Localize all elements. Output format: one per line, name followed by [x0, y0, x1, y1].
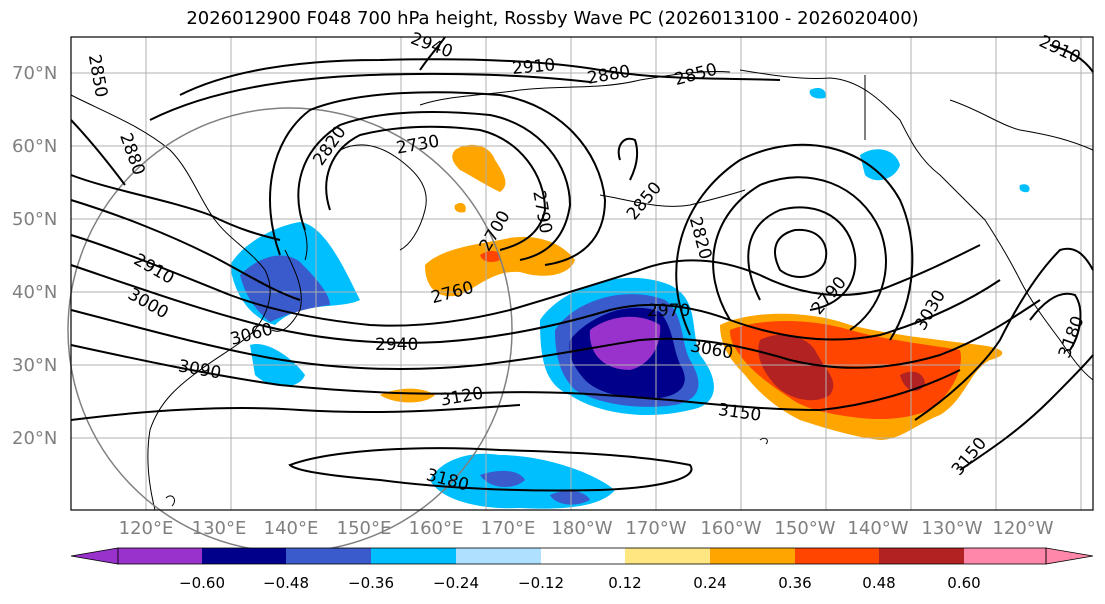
- lon-label: 170°E: [481, 518, 536, 539]
- colorbar-segment: [625, 548, 710, 564]
- lon-label: 150°E: [337, 518, 392, 539]
- colorbar-segment: [202, 548, 286, 564]
- map-border: [70, 36, 1094, 511]
- lon-label: 120°E: [119, 518, 174, 539]
- lon-label: 160°E: [409, 518, 464, 539]
- graticule: [71, 37, 1093, 510]
- lat-label: 40°N: [12, 282, 57, 303]
- lon-label: 170°W: [625, 518, 686, 539]
- colorbar-segment: [964, 548, 1046, 564]
- colorbar-segment: [879, 548, 964, 564]
- map-panel: 2940 2910 2880 2850 2850 2820 2730 2700 …: [67, 29, 1094, 553]
- colorbar-tick-label: −0.36: [348, 574, 394, 592]
- coastlines: [70, 69, 1094, 511]
- colorbar-tick-label: −0.12: [518, 574, 564, 592]
- contour-label: 2970: [647, 301, 690, 321]
- colorbar-segment: [541, 548, 625, 564]
- colorbar-tick-label: 0.48: [862, 574, 895, 592]
- map-title: 2026012900 F048 700 hPa height, Rossby W…: [186, 8, 919, 29]
- lon-label: 120°W: [992, 518, 1053, 539]
- colorbar-extend-low: [70, 547, 119, 565]
- lon-label: 140°W: [847, 518, 908, 539]
- contour-label: 2940: [375, 335, 418, 355]
- lat-label: 60°N: [12, 136, 57, 157]
- height-contours: [70, 36, 1094, 492]
- colorbar-extend-high: [1045, 547, 1094, 565]
- lon-label: 140°E: [264, 518, 319, 539]
- colorbar-segment: [795, 548, 879, 564]
- colorbar-segment: [710, 548, 795, 564]
- longitude-axis: 120°E 130°E 140°E 150°E 160°E 170°E 180°…: [119, 518, 1054, 539]
- latitude-axis: 70°N 60°N 50°N 40°N 30°N 20°N: [12, 63, 57, 449]
- lon-label: 130°W: [921, 518, 982, 539]
- colorbar-tick-label: −0.48: [263, 574, 309, 592]
- lat-label: 70°N: [12, 63, 57, 84]
- lon-label: 150°W: [774, 518, 835, 539]
- colorbar-segment: [456, 548, 541, 564]
- lon-label: 130°E: [192, 518, 247, 539]
- colorbar-segment: [286, 548, 371, 564]
- colorbar-segment: [118, 548, 202, 564]
- colorbar-tick-label: 0.60: [947, 574, 980, 592]
- colorbar-tick-label: 0.24: [693, 574, 726, 592]
- colorbar-tick-label: −0.60: [179, 574, 225, 592]
- colorbar-tick-label: −0.24: [433, 574, 479, 592]
- lat-label: 30°N: [12, 355, 57, 376]
- colorbar: −0.60 −0.48 −0.36 −0.24 −0.12 0.12 0.24 …: [70, 547, 1094, 592]
- contour-label: 2910: [511, 55, 556, 79]
- lat-label: 20°N: [12, 428, 57, 449]
- lon-label: 180°W: [551, 518, 612, 539]
- colorbar-segment: [371, 548, 456, 564]
- lat-label: 50°N: [12, 209, 57, 230]
- colorbar-tick-label: 0.36: [778, 574, 811, 592]
- colorbar-tick-label: 0.12: [608, 574, 641, 592]
- colorbar-outline: [117, 547, 1047, 565]
- lon-label: 160°W: [700, 518, 761, 539]
